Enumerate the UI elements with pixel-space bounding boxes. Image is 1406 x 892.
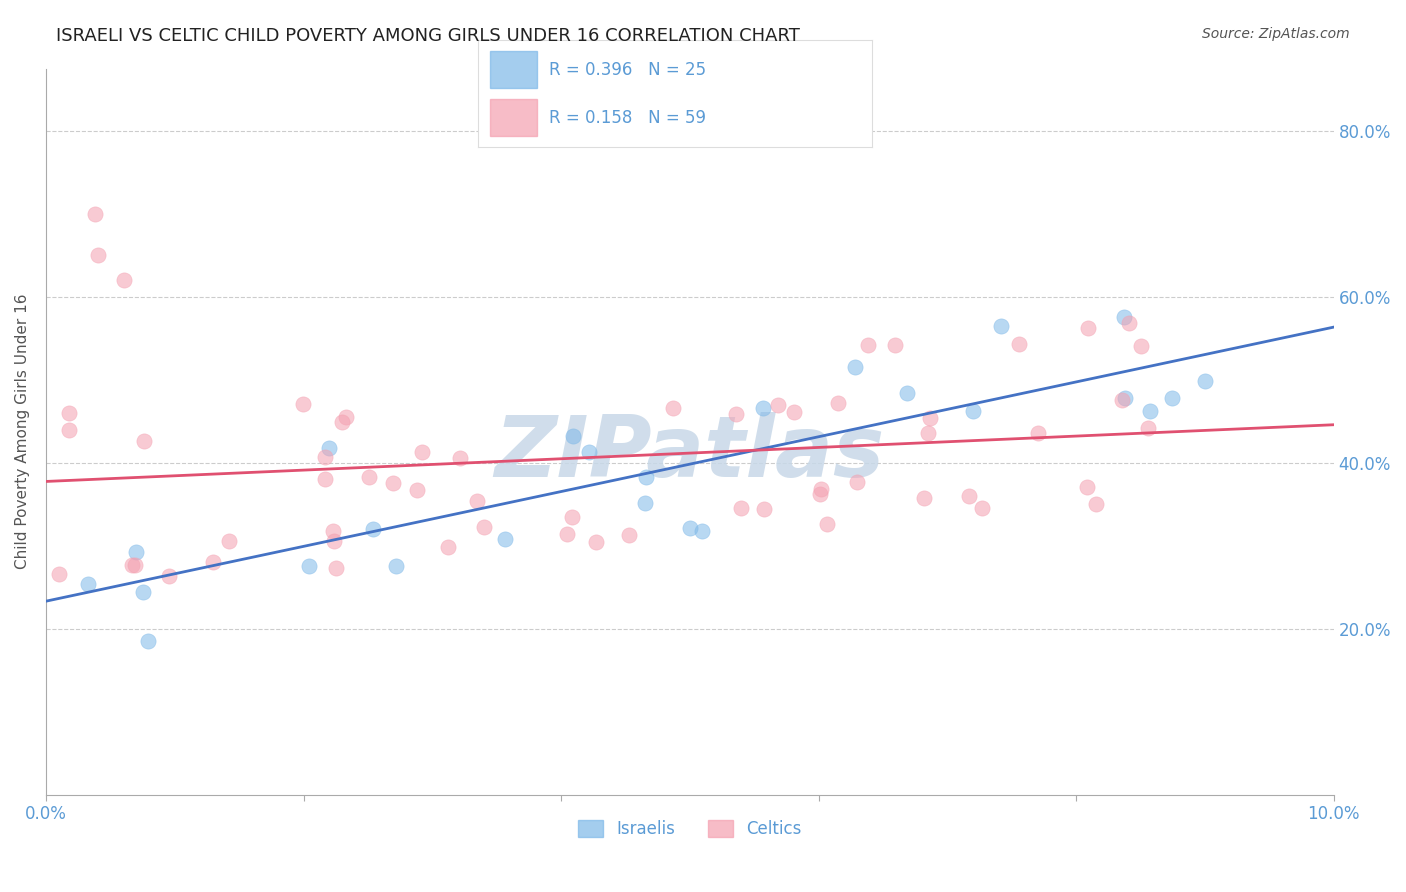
Point <box>132 434 155 449</box>
Point <box>634 469 657 483</box>
Point <box>856 337 879 351</box>
Bar <box>489 51 537 88</box>
Point <box>1008 336 1031 351</box>
Point <box>1161 391 1184 405</box>
Point <box>494 532 516 546</box>
Point <box>585 535 607 549</box>
Point <box>83 207 105 221</box>
Point <box>202 555 225 569</box>
Point <box>159 569 181 583</box>
Point <box>619 528 641 542</box>
Point <box>1111 393 1133 408</box>
Text: R = 0.158   N = 59: R = 0.158 N = 59 <box>548 110 706 128</box>
Point <box>690 524 713 538</box>
Point <box>561 429 583 443</box>
Point <box>662 401 685 416</box>
Point <box>136 633 159 648</box>
Point <box>810 487 832 501</box>
Point <box>58 406 80 420</box>
Point <box>132 585 155 599</box>
Legend: Israelis, Celtics: Israelis, Celtics <box>571 813 808 845</box>
Point <box>751 401 773 416</box>
Point <box>465 493 488 508</box>
Text: ISRAELI VS CELTIC CHILD POVERTY AMONG GIRLS UNDER 16 CORRELATION CHART: ISRAELI VS CELTIC CHILD POVERTY AMONG GI… <box>56 27 800 45</box>
Point <box>633 496 655 510</box>
Point <box>1026 425 1049 440</box>
Point <box>322 524 344 539</box>
Point <box>291 397 314 411</box>
Point <box>87 248 110 262</box>
Point <box>561 509 583 524</box>
Point <box>1129 339 1152 353</box>
Point <box>382 476 405 491</box>
Point <box>314 450 336 465</box>
Point <box>1137 421 1160 435</box>
Point <box>555 527 578 541</box>
Point <box>77 577 100 591</box>
Point <box>1139 403 1161 417</box>
Point <box>359 469 381 483</box>
Point <box>405 483 427 497</box>
Point <box>844 359 866 374</box>
Point <box>314 472 336 486</box>
Point <box>962 404 984 418</box>
Point <box>125 545 148 559</box>
Point <box>990 318 1012 333</box>
Point <box>385 559 408 574</box>
Point <box>318 441 340 455</box>
Bar <box>489 99 537 136</box>
Point <box>920 411 942 425</box>
Point <box>335 409 357 424</box>
Point <box>1118 316 1140 330</box>
Point <box>1194 374 1216 388</box>
Point <box>810 482 832 496</box>
Point <box>218 534 240 549</box>
Text: Source: ZipAtlas.com: Source: ZipAtlas.com <box>1202 27 1350 41</box>
Y-axis label: Child Poverty Among Girls Under 16: Child Poverty Among Girls Under 16 <box>15 293 30 569</box>
Point <box>884 338 907 352</box>
Text: ZIPatlas: ZIPatlas <box>495 412 884 495</box>
Point <box>298 559 321 574</box>
Point <box>896 385 918 400</box>
Point <box>449 451 471 466</box>
Point <box>827 395 849 409</box>
Point <box>725 407 748 421</box>
Point <box>1077 320 1099 334</box>
Point <box>679 521 702 535</box>
Point <box>959 489 981 503</box>
Point <box>578 445 600 459</box>
Point <box>730 501 752 516</box>
Point <box>917 426 939 441</box>
Point <box>48 566 70 581</box>
Point <box>766 399 789 413</box>
Point <box>325 561 347 575</box>
Point <box>817 516 839 531</box>
Point <box>363 522 385 536</box>
Point <box>330 415 353 429</box>
Point <box>112 273 135 287</box>
Point <box>1085 497 1108 511</box>
Point <box>1076 480 1098 494</box>
Point <box>1114 391 1136 405</box>
Point <box>912 491 935 505</box>
Point <box>972 500 994 515</box>
Point <box>845 475 868 490</box>
Text: R = 0.396   N = 25: R = 0.396 N = 25 <box>548 62 706 79</box>
Point <box>754 502 776 516</box>
Point <box>472 520 495 534</box>
Point <box>783 405 806 419</box>
Point <box>124 558 146 572</box>
Point <box>323 534 346 549</box>
Point <box>1114 310 1136 325</box>
Point <box>437 540 460 554</box>
Point <box>411 444 433 458</box>
Point <box>121 558 143 573</box>
Point <box>58 423 80 437</box>
